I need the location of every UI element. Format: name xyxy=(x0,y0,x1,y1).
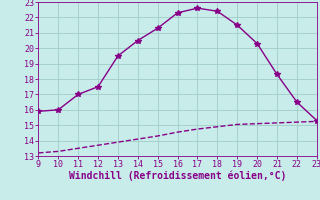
X-axis label: Windchill (Refroidissement éolien,°C): Windchill (Refroidissement éolien,°C) xyxy=(69,171,286,181)
